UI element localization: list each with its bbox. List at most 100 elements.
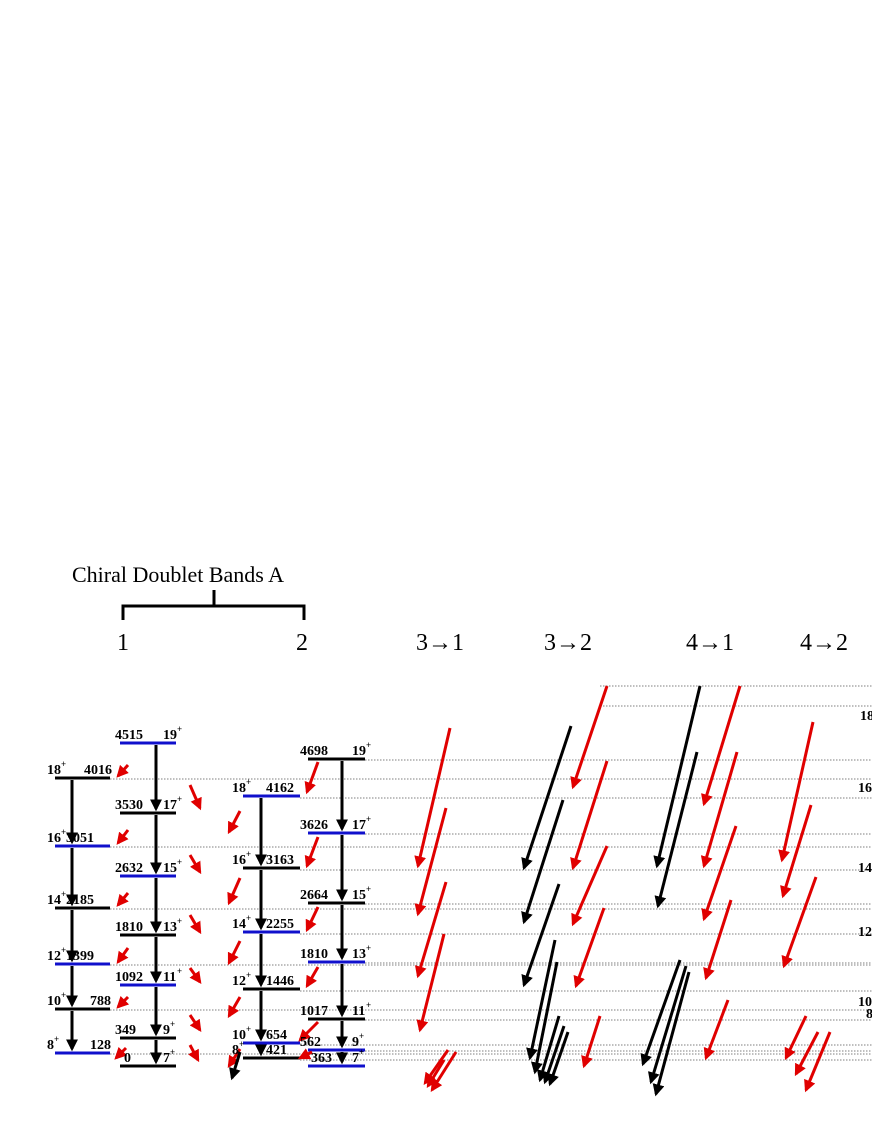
energy-band2b-1: 3626 bbox=[300, 818, 328, 833]
spin-band2-3: 12 bbox=[232, 974, 246, 989]
spin-band2b-6: 7 bbox=[352, 1051, 359, 1066]
trans41-black-1 bbox=[654, 751, 699, 909]
right-edge-label-1: 16 bbox=[858, 781, 872, 796]
spin-band1-0: 18 bbox=[47, 763, 61, 778]
red-band1-1 bbox=[116, 829, 130, 845]
trans42-1 bbox=[780, 804, 813, 899]
spin-band1-3-parity: + bbox=[61, 945, 66, 955]
energy-band1b-1: 3530 bbox=[115, 798, 143, 813]
right-edge-label-0: 18 bbox=[860, 709, 872, 724]
red-band1b-4 bbox=[188, 1014, 202, 1032]
energy-band1-4: 788 bbox=[90, 994, 111, 1009]
spin-band1b-5: 9 bbox=[163, 1023, 170, 1038]
energy-band2-2: 2255 bbox=[266, 917, 294, 932]
spin-band2b-5: 9 bbox=[352, 1035, 359, 1050]
transition-arrows bbox=[66, 685, 832, 1097]
energy-band1-0: 4016 bbox=[84, 763, 112, 778]
trans31-0 bbox=[414, 727, 452, 869]
trans32-black-4 bbox=[530, 961, 559, 1075]
trans41-red-3 bbox=[703, 899, 733, 981]
trans42-0 bbox=[778, 721, 815, 863]
trans32-black-2 bbox=[521, 883, 561, 988]
band-bracket bbox=[121, 590, 306, 620]
trans41-red-2 bbox=[701, 825, 738, 922]
diagram-title: Chiral Doublet Bands A bbox=[72, 562, 284, 587]
energy-levels bbox=[55, 741, 365, 1068]
trans32-black-6 bbox=[542, 1025, 566, 1085]
spin-band2-3-parity: + bbox=[246, 970, 251, 980]
spin-band2-0-parity: + bbox=[246, 777, 251, 787]
energy-band2b-3: 1810 bbox=[300, 947, 328, 962]
energy-band2-5: 421 bbox=[266, 1043, 287, 1058]
spin-band1-0-parity: + bbox=[61, 759, 66, 769]
energy-band2b-4: 1017 bbox=[300, 1004, 328, 1019]
spin-band2b-1-parity: + bbox=[366, 814, 371, 824]
red-band2b-1 bbox=[304, 836, 320, 869]
right-edge-label-3: 12 bbox=[858, 925, 872, 940]
spin-band1-1: 16 bbox=[47, 831, 61, 846]
trans41-red-1 bbox=[700, 751, 739, 869]
trans32-black-1 bbox=[521, 799, 565, 925]
trans42-4 bbox=[794, 1031, 820, 1077]
energy-band1b-2: 2632 bbox=[115, 861, 143, 876]
energy-band1b-3: 1810 bbox=[115, 920, 143, 935]
spin-band1b-3-parity: + bbox=[177, 916, 182, 926]
trans41-red-4 bbox=[703, 999, 730, 1061]
spin-band1b-5-parity: + bbox=[170, 1019, 175, 1029]
trans42-5 bbox=[804, 1031, 832, 1093]
spin-band2-2-parity: + bbox=[246, 913, 251, 923]
spin-band2b-3: 13 bbox=[352, 947, 366, 962]
trans32-black-5 bbox=[536, 1015, 561, 1083]
spin-band1b-1-parity: + bbox=[177, 794, 182, 804]
spin-band2-0: 18 bbox=[232, 781, 246, 796]
red-band2-4 bbox=[227, 1048, 242, 1069]
spin-band1b-4: 11 bbox=[163, 970, 176, 985]
spin-band1b-2: 15 bbox=[163, 861, 177, 876]
energy-band2-1: 3163 bbox=[266, 853, 294, 868]
energy-band2-3: 1446 bbox=[266, 974, 294, 989]
trans42-3 bbox=[784, 1015, 808, 1061]
spin-band1b-6: 7 bbox=[163, 1051, 170, 1066]
spin-band2-1: 16 bbox=[232, 853, 246, 868]
red-band1b-2 bbox=[188, 914, 202, 935]
header-trans-3-1: 3→1 bbox=[416, 630, 464, 656]
red-band2b-5 bbox=[297, 1048, 313, 1060]
red-band1-3 bbox=[116, 947, 130, 964]
trans31-6 bbox=[430, 1051, 458, 1093]
spin-band2b-0-parity: + bbox=[366, 740, 371, 750]
trans31-2 bbox=[414, 881, 448, 979]
energy-band1b-5: 349 bbox=[115, 1023, 136, 1038]
spin-band2-5-parity: + bbox=[239, 1039, 244, 1049]
spin-band2-4-parity: + bbox=[246, 1024, 251, 1034]
spin-band2-2: 14 bbox=[232, 917, 246, 932]
energy-band1-1: 3051 bbox=[66, 831, 94, 846]
trans41-black-4 bbox=[652, 971, 691, 1097]
trans42-2 bbox=[781, 876, 818, 969]
spin-band1b-1: 17 bbox=[163, 798, 177, 813]
header-trans-4-2: 4→2 bbox=[800, 630, 848, 656]
right-edge-label-2: 14 bbox=[858, 861, 872, 876]
trans31-5 bbox=[426, 1059, 446, 1089]
energy-band2b-0: 4698 bbox=[300, 744, 328, 759]
spin-band2-1-parity: + bbox=[246, 849, 251, 859]
spin-band2b-1: 17 bbox=[352, 818, 366, 833]
spin-band1-2: 14 bbox=[47, 893, 61, 908]
spin-band1-4: 10 bbox=[47, 994, 61, 1009]
trans41-red-0 bbox=[701, 685, 742, 807]
red-band1-4 bbox=[116, 995, 130, 1009]
energy-band1b-6: 0 bbox=[124, 1051, 131, 1066]
energy-band2-0: 4162 bbox=[266, 781, 294, 796]
red-band1-0 bbox=[116, 763, 130, 778]
header-trans-4-1: 4→1 bbox=[686, 630, 734, 656]
red-band2-2 bbox=[227, 940, 242, 966]
red-band2-3 bbox=[227, 996, 242, 1019]
red-band1b-5 bbox=[188, 1044, 200, 1063]
spin-band1-2-parity: + bbox=[61, 889, 66, 899]
red-band2-0 bbox=[227, 810, 242, 835]
spin-band1b-2-parity: + bbox=[177, 857, 182, 867]
trans31-4 bbox=[423, 1049, 450, 1085]
spin-band2b-4-parity: + bbox=[366, 1000, 371, 1010]
energy-band2b-5: 562 bbox=[300, 1035, 321, 1050]
trans31-1 bbox=[414, 807, 448, 917]
